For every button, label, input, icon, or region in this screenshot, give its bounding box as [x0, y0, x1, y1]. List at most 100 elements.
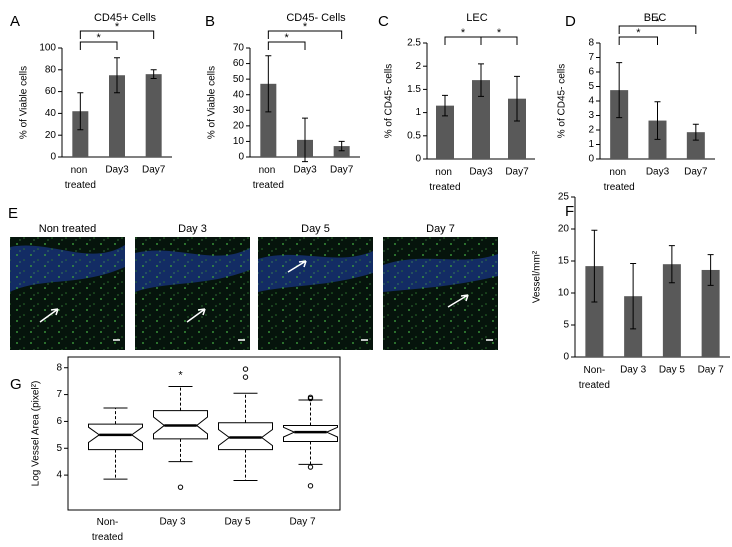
significance-label: * — [461, 27, 466, 39]
significance-label: * — [115, 21, 120, 33]
y-tick-label: 0 — [50, 152, 56, 163]
bar — [701, 269, 720, 357]
y-tick-label: 0 — [563, 352, 569, 363]
significance-label: * — [655, 16, 660, 28]
y-tick-label: 50 — [233, 74, 245, 85]
bar — [472, 80, 490, 159]
y-axis-label: Log Vessel Area (pixel²) — [31, 381, 42, 487]
x-tick-label: Day 3 — [620, 365, 647, 376]
y-tick-label: 4 — [588, 96, 594, 107]
y-tick-label: 5 — [588, 81, 594, 92]
bar — [109, 75, 125, 157]
y-tick-label: 30 — [233, 105, 245, 116]
error-bar — [616, 62, 623, 119]
x-tick-label: Day3 — [469, 167, 493, 178]
bar — [333, 146, 350, 157]
chart-title: CD45+ Cells — [94, 12, 157, 24]
arrow — [39, 308, 59, 323]
error-bar — [707, 254, 714, 286]
significance-bracket — [618, 36, 658, 45]
y-tick-label: 10 — [558, 288, 570, 299]
x-tick-label: Day3 — [105, 165, 129, 176]
significance-bracket — [480, 36, 518, 45]
x-tick-label: non treated — [604, 167, 635, 193]
bar — [508, 98, 526, 159]
y-tick-label: 20 — [558, 224, 570, 235]
x-tick-label: non treated — [253, 165, 284, 191]
error-bar — [114, 57, 120, 94]
chart-title: CD45- Cells — [286, 12, 346, 24]
y-tick-label: 2 — [588, 125, 594, 136]
bar — [585, 266, 604, 357]
image-panel: E Non treated Day 3 Day 5 Day 7 — [8, 205, 498, 350]
x-tick-label: Day 7 — [698, 365, 725, 376]
x-tick-label: Non-treated — [579, 365, 610, 391]
panel-letter: B — [205, 13, 215, 30]
annotation: * — [178, 369, 183, 381]
arrow — [447, 294, 469, 308]
significance-bracket — [267, 30, 343, 39]
y-tick-label: 10 — [233, 136, 245, 147]
significance-label: * — [497, 27, 502, 39]
y-tick-label: 25 — [558, 192, 570, 203]
outlier — [177, 484, 184, 490]
y-tick-label: 3 — [588, 110, 594, 121]
error-bar — [338, 140, 345, 152]
y-tick-label: 80 — [45, 64, 57, 75]
y-tick-label: 8 — [56, 362, 62, 373]
y-tick-label: 6 — [588, 67, 594, 78]
error-bar — [668, 245, 675, 284]
x-tick-label: non treated — [429, 167, 460, 193]
y-tick-label: 0.5 — [407, 130, 421, 141]
y-tick-label: 2 — [415, 61, 421, 72]
y-tick-label: 0 — [415, 154, 421, 165]
y-tick-label: 8 — [588, 38, 594, 49]
error-bar — [302, 117, 308, 163]
panel-letter: D — [565, 13, 576, 30]
tissue-green — [383, 237, 498, 350]
error-bar — [514, 75, 520, 122]
y-tick-label: 40 — [233, 89, 245, 100]
outlier — [307, 483, 314, 489]
y-tick-label: 60 — [45, 86, 57, 97]
image-title: Day 3 — [178, 223, 207, 235]
x-tick-label: Day3 — [293, 165, 317, 176]
y-tick-label: 1.5 — [407, 84, 421, 95]
image-title: Day 7 — [426, 223, 455, 235]
significance-bracket — [618, 25, 697, 34]
x-tick-label: Non-treated — [92, 517, 123, 543]
x-tick-label: Day7 — [330, 165, 354, 176]
y-tick-label: 2.5 — [407, 38, 421, 49]
bar — [610, 90, 629, 159]
x-tick-label: non treated — [65, 165, 96, 191]
bar — [686, 132, 705, 159]
x-tick-label: Day 5 — [224, 517, 251, 528]
y-tick-label: 0 — [238, 152, 244, 163]
error-bar — [630, 263, 637, 330]
y-axis-label: % of Viable cells — [207, 66, 218, 139]
y-axis-label: % of CD45- cells — [384, 64, 395, 138]
x-tick-label: Day 3 — [159, 517, 186, 528]
bar — [72, 111, 89, 157]
panel-letter: C — [378, 13, 389, 30]
y-tick-label: 15 — [558, 256, 570, 267]
y-tick-label: 20 — [45, 130, 57, 141]
x-tick-label: Day7 — [684, 167, 708, 178]
panel-letter: F — [565, 203, 574, 220]
bar — [436, 105, 454, 159]
error-bar — [442, 94, 448, 117]
error-bar — [265, 55, 272, 113]
y-tick-label: 1 — [588, 139, 594, 150]
tissue-green — [258, 237, 373, 350]
chart-title: LEC — [466, 12, 487, 24]
y-tick-label: 1 — [415, 107, 421, 118]
error-bar — [692, 123, 699, 141]
x-tick-label: Day 7 — [289, 517, 316, 528]
box — [88, 423, 143, 451]
y-tick-label: 20 — [233, 120, 245, 131]
tissue-green — [135, 237, 250, 350]
significance-bracket — [79, 41, 118, 50]
y-tick-label: 5 — [56, 443, 62, 454]
significance-bracket — [79, 30, 155, 39]
